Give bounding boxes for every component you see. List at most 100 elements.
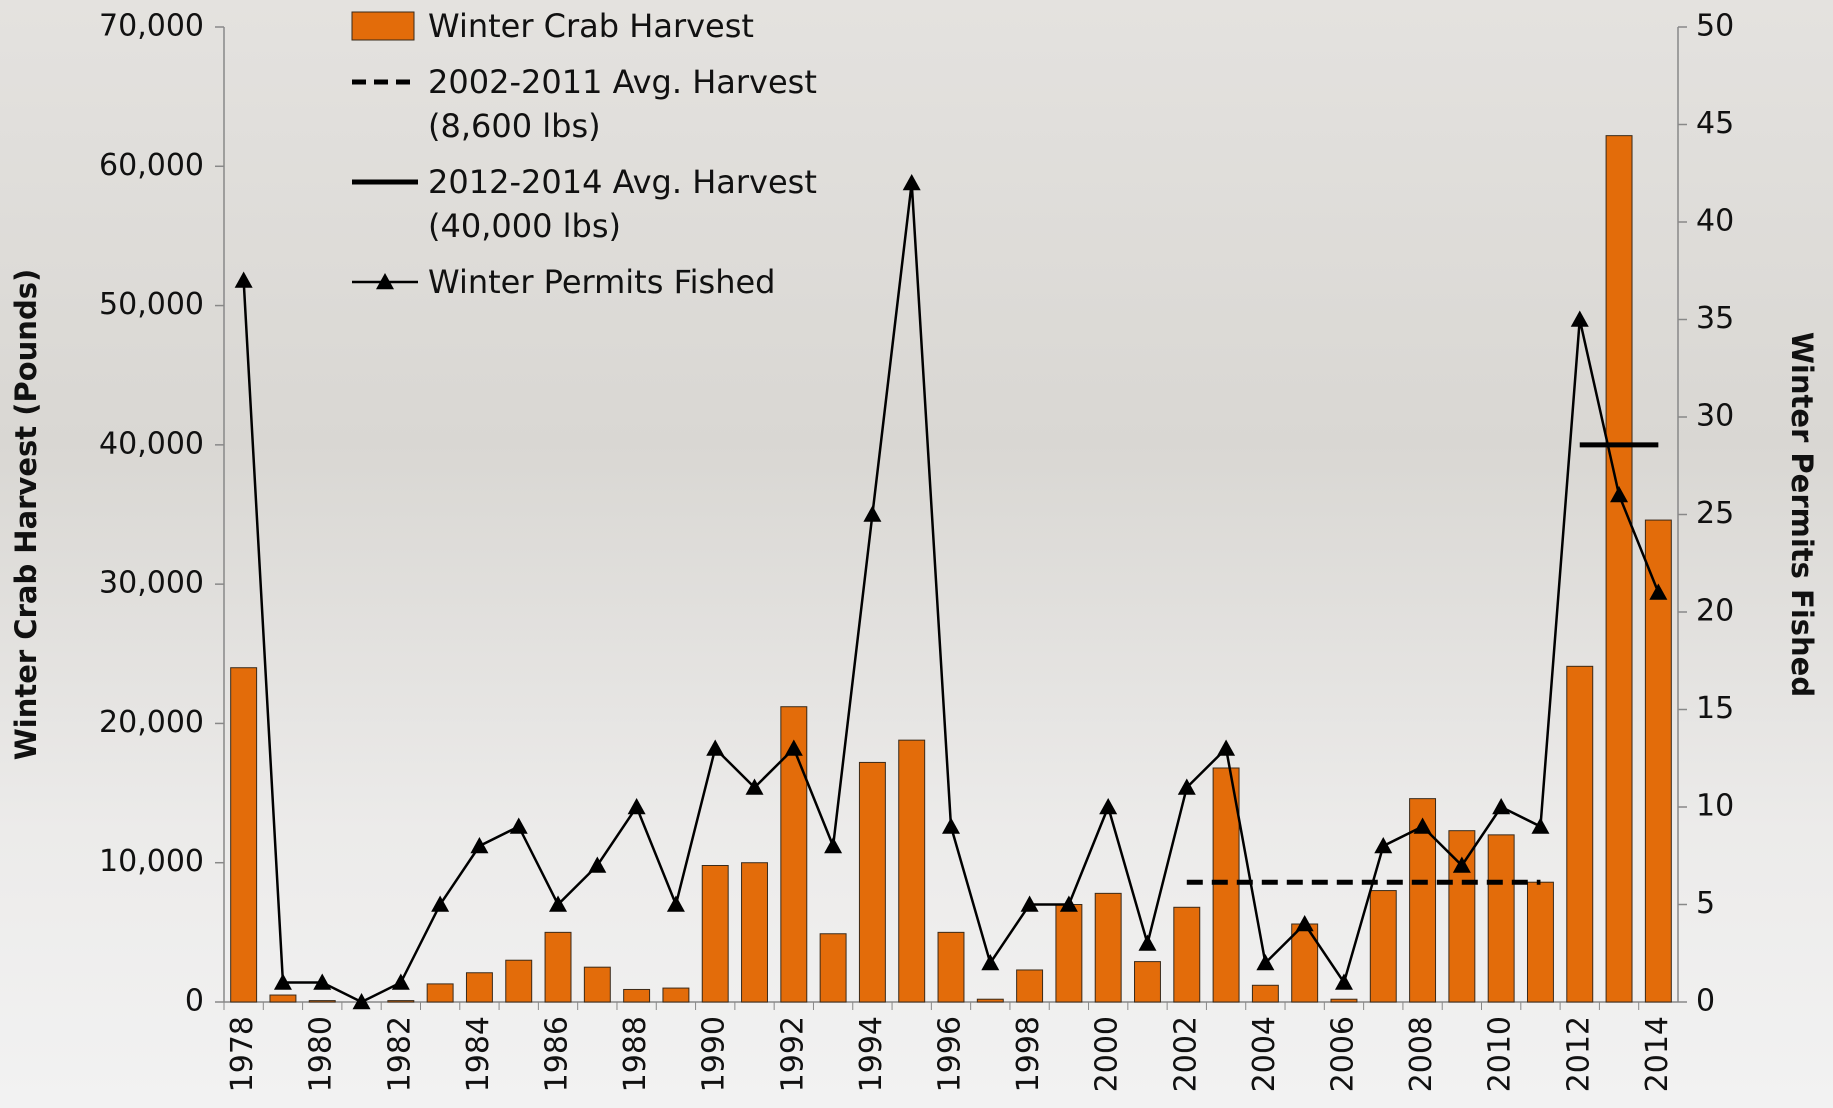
marker (1413, 817, 1432, 834)
marker (1138, 934, 1157, 951)
bar (898, 739, 926, 1003)
marker (1099, 798, 1118, 815)
bar (1134, 961, 1161, 1003)
y2-tick-label: 0 (1696, 984, 1715, 1019)
marker (549, 895, 568, 912)
marker (313, 973, 332, 990)
legend-label: Winter Permits Fished (428, 263, 776, 301)
y-tick-label: 40,000 (99, 426, 204, 461)
y2-tick-label: 40 (1696, 204, 1734, 239)
marker (627, 798, 646, 815)
legend-item: Winter Crab Harvest (350, 4, 870, 48)
marker (1059, 895, 1078, 912)
legend: Winter Crab Harvest 2002-2011 Avg. Harves… (350, 4, 870, 316)
legend-item: Winter Permits Fished (350, 260, 870, 304)
x-tick-label: 2010 (1483, 1016, 1518, 1092)
bar (387, 1000, 415, 1003)
bar (1644, 519, 1672, 1003)
x-tick-label: 1998 (1011, 1016, 1046, 1092)
x-tick-label: 2004 (1247, 1016, 1282, 1092)
marker (352, 993, 371, 1010)
x-tick-label: 1996 (933, 1016, 968, 1092)
x-tick-label: 1978 (225, 1016, 260, 1092)
legend-swatch (352, 79, 418, 85)
y2-tick-label: 45 (1696, 106, 1734, 141)
x-tick-label: 1988 (618, 1016, 653, 1092)
marker (273, 973, 292, 990)
x-tick-label: 2000 (1090, 1016, 1125, 1092)
bar (1526, 881, 1554, 1003)
bar (1487, 834, 1515, 1003)
y-tick-label: 0 (185, 984, 204, 1019)
x-tick-label: 1980 (304, 1016, 339, 1092)
marker (1452, 856, 1471, 873)
x-tick-label: 1982 (382, 1016, 417, 1092)
marker (234, 271, 253, 288)
bar (544, 931, 572, 1003)
marker (431, 895, 450, 912)
marker (1374, 837, 1393, 854)
marker (391, 973, 410, 990)
x-tick-label: 1990 (697, 1016, 732, 1092)
bar (1173, 906, 1201, 1003)
bar (269, 994, 297, 1003)
legend-label: 2012-2014 Avg. Harvest (40,000 lbs) (428, 163, 817, 245)
marker (863, 505, 882, 522)
y2-tick-label: 50 (1696, 9, 1734, 44)
y2-axis-title: Winter Permits Fished (1785, 332, 1819, 697)
x-tick-label: 2014 (1640, 1016, 1675, 1092)
legend-box (351, 11, 415, 41)
legend-swatch (352, 273, 418, 290)
bar (1094, 892, 1122, 1003)
bar (741, 862, 768, 1003)
y-tick-label: 30,000 (99, 566, 204, 601)
bar (1566, 665, 1594, 1003)
bar (230, 667, 258, 1003)
bar (465, 972, 493, 1003)
bar (937, 931, 965, 1003)
marker (824, 837, 843, 854)
x-tick-label: 1992 (775, 1016, 810, 1092)
x-tick-label: 1984 (461, 1016, 496, 1092)
y-tick-label: 20,000 (99, 705, 204, 740)
legend-item: 2012-2014 Avg. Harvest (40,000 lbs) (350, 160, 870, 248)
bar (308, 1000, 336, 1003)
y-tick-label: 70,000 (99, 9, 204, 44)
y-tick-label: 10,000 (99, 844, 204, 879)
marker (981, 954, 1000, 971)
bar (623, 988, 651, 1003)
y2-tick-label: 25 (1696, 496, 1734, 531)
marker (745, 778, 764, 795)
x-tick-label: 2012 (1561, 1016, 1596, 1092)
x-tick-label: 2008 (1404, 1016, 1439, 1092)
marker (1610, 486, 1629, 503)
bar (976, 998, 1004, 1003)
marker (706, 739, 725, 756)
marker (902, 174, 921, 191)
y2-tick-label: 5 (1696, 886, 1715, 921)
bar (1369, 890, 1397, 1003)
y2-tick-label: 30 (1696, 399, 1734, 434)
marker (1334, 973, 1353, 990)
y2-tick-label: 15 (1696, 691, 1734, 726)
x-tick-label: 2002 (1168, 1016, 1203, 1092)
marker (1020, 895, 1039, 912)
legend-label: 2002-2011 Avg. Harvest (8,600 lbs) (428, 63, 817, 145)
marker (588, 856, 607, 873)
legend-item: 2002-2011 Avg. Harvest (8,600 lbs) (350, 60, 870, 148)
legend-swatch (351, 11, 415, 41)
bar (662, 987, 690, 1003)
y-axis-title: Winter Crab Harvest (Pounds) (9, 269, 43, 760)
bar (1605, 135, 1633, 1003)
bar (505, 959, 533, 1003)
marker (1649, 583, 1668, 600)
x-tick-label: 2006 (1325, 1016, 1360, 1092)
bar (819, 933, 847, 1003)
y2-tick-label: 35 (1696, 301, 1734, 336)
bar (1212, 767, 1240, 1003)
marker (1531, 817, 1550, 834)
bar (858, 761, 886, 1003)
marker (1570, 310, 1589, 327)
x-tick-label: 1986 (540, 1016, 575, 1092)
